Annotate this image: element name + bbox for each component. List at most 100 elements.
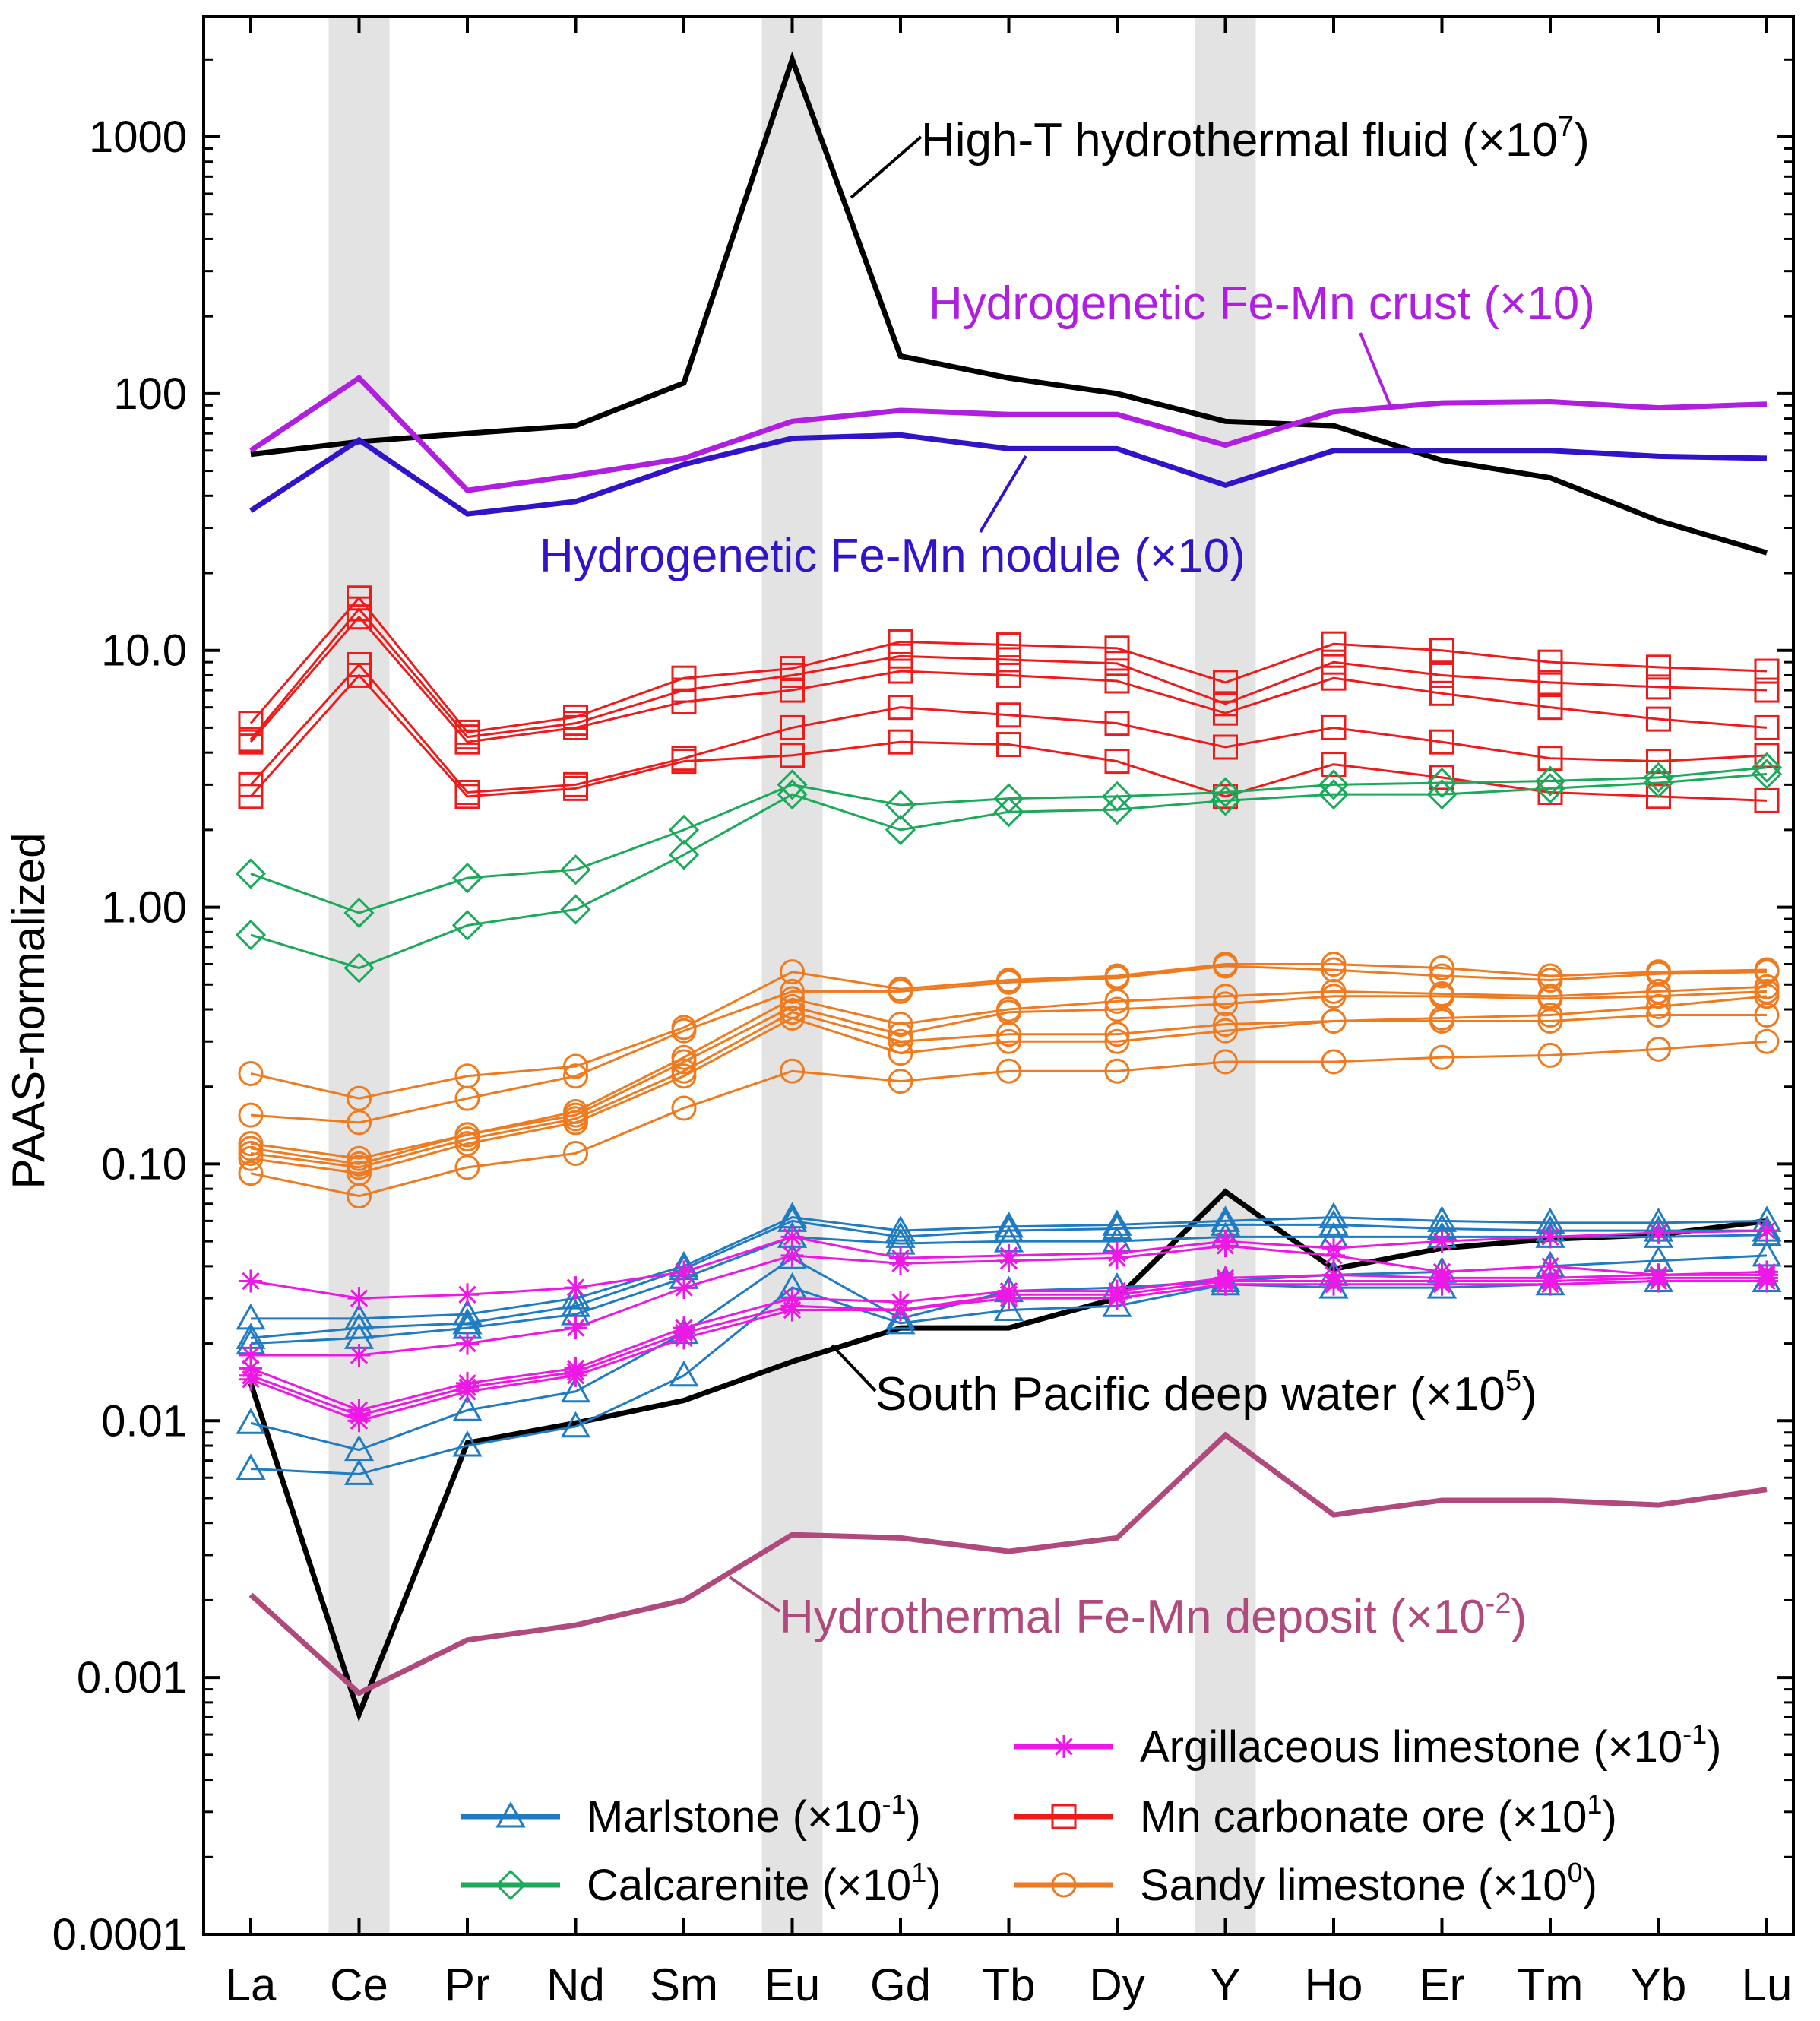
calcarenite-point: [1210, 777, 1241, 808]
mn-carbonate-ore-point: [1754, 677, 1780, 703]
legend-label: Calcarenite (×101): [587, 1857, 942, 1910]
y-tick-label: 0.10: [101, 1139, 187, 1189]
mn-carbonate-ore-point: [888, 729, 913, 755]
calcarenite-point: [560, 894, 591, 925]
argillaceous-limestone-point: [239, 1269, 262, 1293]
sandy-limestone-point: [238, 1161, 264, 1186]
marlstone-point: [560, 1291, 591, 1317]
legend-marker: [495, 1869, 527, 1901]
legend-superscript: -1: [882, 1788, 906, 1820]
sandy-limestone-point: [1754, 1003, 1780, 1028]
legend-tail: ): [1602, 1792, 1616, 1842]
argillaceous-limestone-point: [1106, 1246, 1128, 1270]
argillaceous-limestone-point: [347, 1344, 371, 1367]
sandy-limestone-point: [238, 1060, 264, 1086]
argillaceous-limestone-point: [673, 1326, 695, 1350]
mn-carbonate-ore-point: [1754, 658, 1780, 684]
argillaceous-limestone-point: [889, 1252, 912, 1275]
annotation-5: Hydrothermal Fe-Mn deposit (×10-2): [780, 1588, 1527, 1643]
sandy-limestone-point: [780, 978, 805, 1004]
asterisk-stroke: [1758, 1221, 1776, 1240]
marlstone-point: [343, 1459, 375, 1485]
asterisk-stroke: [675, 1262, 693, 1281]
mn-carbonate-ore-point: [1104, 668, 1130, 694]
legend-text: Sandy limestone (×10: [1140, 1861, 1568, 1910]
x-tick-label-nd: Nd: [546, 1959, 605, 2010]
marlstone-point: [452, 1430, 483, 1457]
line-hydrogenetic-fe-mn-crust: [249, 374, 1768, 493]
calcarenite-point: [1318, 779, 1350, 810]
sandy-limestone-point: [563, 1063, 588, 1089]
calcarenite-point: [1101, 794, 1133, 825]
y-tick-label: 1000: [89, 112, 187, 162]
mn-carbonate-ore-point: [1537, 746, 1563, 771]
mn-carbonate-ore-point: [1213, 734, 1238, 760]
sandy-limestone-point: [888, 1022, 913, 1047]
band-ce: [328, 17, 390, 1934]
mn-carbonate-ore-point: [1429, 680, 1454, 706]
sandy-limestone-line-5: [250, 995, 1768, 1169]
annotation-text: Hydrogenetic Fe-Mn nodule (×10): [540, 530, 1246, 582]
annotation-1: High-T hydrothermal fluid (×107): [921, 111, 1590, 166]
asterisk-stroke: [999, 1289, 1018, 1307]
sandy-limestone-point: [1104, 1058, 1130, 1084]
asterisk-stroke: [350, 1289, 369, 1307]
sandy-limestone-point: [1429, 1008, 1454, 1034]
argillaceous-limestone-point: [1430, 1230, 1454, 1253]
sandy-limestone-point: [780, 986, 805, 1012]
mn-carbonate-ore-point: [347, 662, 372, 688]
mn-carbonate-ore-point: [238, 729, 264, 755]
legend-marker: [1051, 1872, 1077, 1898]
mn-carbonate-ore-point: [888, 629, 913, 654]
mn-carbonate-ore-point: [1104, 635, 1130, 661]
asterisk-stroke: [1432, 1275, 1451, 1294]
marlstone-point: [885, 1215, 916, 1242]
asterisk-stroke: [999, 1252, 1018, 1270]
mn-carbonate-ore-point: [347, 604, 372, 630]
marlstone-point: [1318, 1202, 1349, 1229]
mn-carbonate-ore-point: [1646, 706, 1671, 732]
mn-carbonate-ore-point: [1321, 649, 1347, 675]
mn-carbonate-ore-point: [1537, 695, 1563, 721]
argillaceous-limestone-point: [347, 1287, 371, 1310]
calcarenite-point: [885, 790, 916, 821]
sandy-limestone-point: [996, 1028, 1021, 1054]
sandy-limestone-point: [1213, 1049, 1238, 1075]
legend-label: Marlstone (×10-1): [587, 1788, 921, 1842]
sandy-limestone-point: [1321, 957, 1347, 983]
argillaceous-limestone-point: [1647, 1221, 1670, 1244]
annotation-text: Hydrogenetic Fe-Mn crust (×10): [929, 277, 1595, 330]
mn-carbonate-ore-point: [1104, 711, 1130, 736]
legend-entry-sandy-limestone-10: Sandy limestone (×100): [1014, 1857, 1597, 1910]
argillaceous-limestone-point: [1755, 1219, 1778, 1243]
legend-tail: ): [1707, 1722, 1721, 1772]
sandy-limestone-line-6: [250, 1014, 1767, 1175]
mn-carbonate-ore-point: [888, 658, 913, 684]
axes: 1000 100 10.0 1.00 0.10 0.01 0.001 0.0001 La Ce Pr…: [52, 15, 1795, 2010]
sandy-limestone-point: [1537, 968, 1563, 993]
x-tick-label-sm: Sm: [650, 1959, 718, 2010]
y-tick-label: 100: [113, 369, 187, 419]
mn-carbonate-ore-point: [1213, 700, 1238, 726]
argillaceous-limestone-point: [1539, 1225, 1562, 1249]
mn-carbonate-ore-point: [1537, 649, 1563, 675]
sandy-limestone-point: [888, 1069, 913, 1094]
marlstone-point: [560, 1283, 591, 1310]
asterisk-stroke: [242, 1370, 260, 1389]
annotation-text: Hydrothermal Fe-Mn deposit (×10: [780, 1591, 1486, 1643]
sandy-limestone-point: [1213, 1018, 1238, 1044]
asterisk-stroke: [1108, 1249, 1126, 1267]
calcarenite-point: [1210, 785, 1241, 816]
calcarenite-line-2: [250, 772, 1768, 970]
mn-carbonate-ore-point: [1754, 714, 1780, 740]
argillaceous-limestone-point: [997, 1249, 1021, 1272]
sandy-limestone-point: [1754, 959, 1780, 985]
argillaceous-limestone-point: [1106, 1287, 1128, 1310]
annotation-tail: ): [1574, 114, 1590, 166]
sandy-limestone-point: [1429, 963, 1454, 989]
calcarenite-point: [1534, 773, 1566, 804]
marlstone-point: [452, 1395, 483, 1421]
asterisk-stroke: [242, 1272, 260, 1291]
sandy-limestone-point: [996, 969, 1021, 995]
sandy-limestone-point: [1321, 984, 1347, 1009]
